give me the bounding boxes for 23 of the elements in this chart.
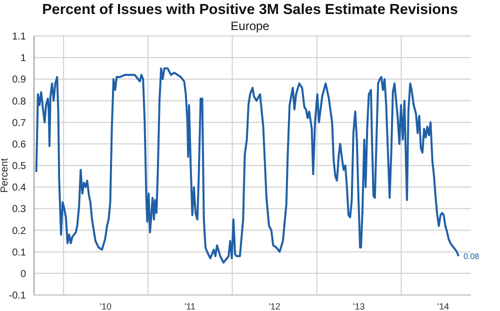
- chart-subtitle: Europe: [230, 19, 270, 33]
- y-tick-label: -0.1: [8, 290, 26, 302]
- chart-title: Percent of Issues with Positive 3M Sales Estimate Revisions: [41, 2, 459, 18]
- y-tick-label: 0.7: [12, 118, 26, 129]
- y-tick-label: 1.1: [12, 32, 26, 43]
- y-tick-label: 0: [20, 268, 26, 280]
- x-tick-label: '10: [100, 301, 112, 311]
- line-series: [35, 67, 460, 264]
- y-tick-label: 0.9: [12, 74, 26, 86]
- y-tick-label: 0.1: [12, 247, 26, 258]
- x-tick-label: '11: [184, 301, 196, 311]
- y-tick-label: 0.2: [12, 226, 26, 237]
- x-tick-label: '14: [437, 301, 450, 311]
- y-tick-label: 0.4: [12, 182, 26, 194]
- annotation: 0.08: [464, 252, 480, 261]
- y-tick-label: 0.6: [12, 139, 26, 150]
- x-tick-label: '13: [353, 301, 365, 311]
- y-tick-label: 0.5: [12, 161, 26, 172]
- y-tick-label: 0.3: [12, 204, 26, 216]
- y-tick-label: 0.8: [12, 96, 26, 108]
- y-axis-title: Percent: [0, 157, 10, 195]
- x-tick-label: '12: [268, 301, 280, 311]
- y-tick-label: 1: [20, 53, 26, 64]
